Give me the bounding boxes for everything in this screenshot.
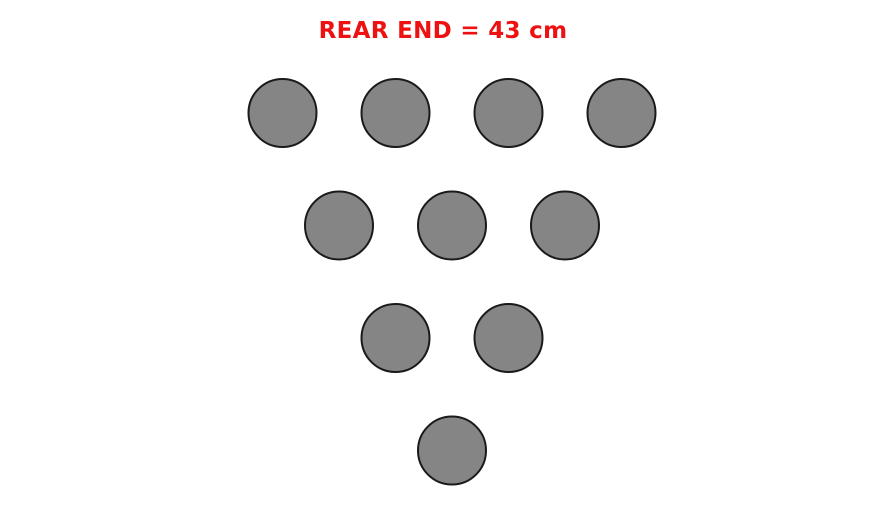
- pin-7: [530, 190, 600, 261]
- pin-5: [304, 190, 374, 261]
- pin-8: [360, 303, 431, 373]
- pins-group: [247, 78, 657, 486]
- pin-3: [473, 78, 544, 148]
- pin-4: [586, 78, 657, 148]
- pin-1: [247, 78, 318, 148]
- rear-end-title: REAR END = 43 cm: [318, 18, 568, 44]
- pin-2: [360, 78, 431, 148]
- pin-6: [417, 190, 487, 261]
- pin-9: [473, 303, 544, 373]
- pin-10: [417, 415, 487, 486]
